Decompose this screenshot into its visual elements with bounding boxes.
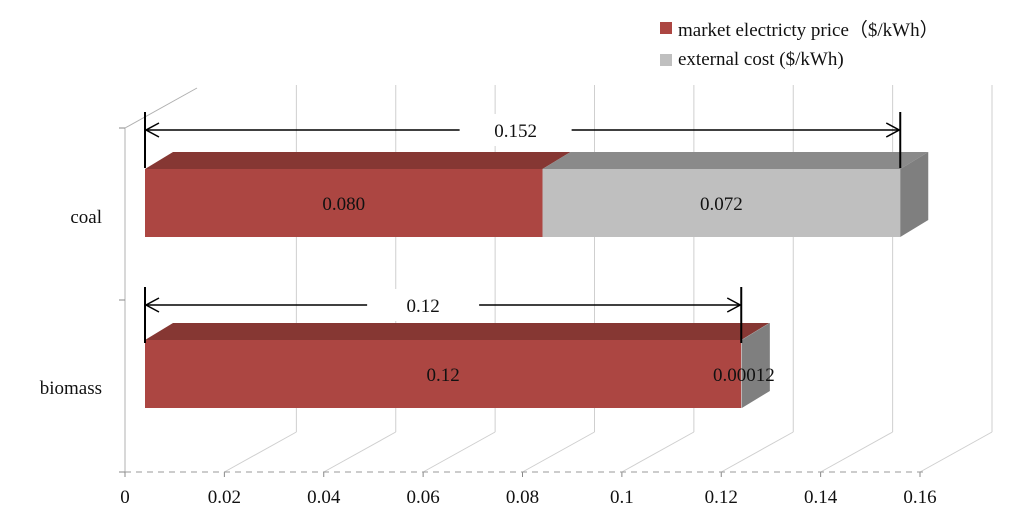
legend: market electricty price（$/kWh） external … <box>660 12 939 76</box>
total-label: 0.152 <box>494 121 537 142</box>
left-wall <box>124 87 198 472</box>
bar-top-face <box>145 323 770 340</box>
data-label: 0.080 <box>322 194 365 215</box>
legend-item-market-price: market electricty price（$/kWh） <box>660 12 939 44</box>
floor-gridline <box>721 431 794 473</box>
bars <box>145 152 929 408</box>
x-tick-label: 0.1 <box>610 487 634 508</box>
bar-top-face <box>741 323 770 340</box>
floor-gridline <box>919 431 993 473</box>
arrowhead-left <box>144 122 160 138</box>
floor-gridline <box>522 431 595 473</box>
arrowhead-left <box>144 297 160 313</box>
floor-gridline <box>323 431 396 473</box>
x-tick-label: 0.06 <box>407 487 440 508</box>
legend-label-market-price: market electricty price（$/kWh） <box>678 19 939 41</box>
x-tick-label: 0.12 <box>705 487 738 508</box>
x-tick-label: 0 <box>120 487 130 508</box>
floor-gridline <box>820 431 893 473</box>
data-labels: 0.080 0.072 0.12 0.00012 <box>322 194 774 386</box>
bar-segment <box>741 340 742 408</box>
floor-gridline <box>224 431 297 473</box>
data-label: 0.12 <box>427 365 460 386</box>
category-label: biomass <box>40 378 102 399</box>
bar-side-face <box>900 152 929 237</box>
category-label: coal <box>70 207 102 228</box>
bar-top-face <box>145 152 571 169</box>
bar-segment <box>145 340 742 408</box>
total-label: 0.12 <box>407 296 440 317</box>
x-tick-label: 0.16 <box>903 487 936 508</box>
floor-gridline <box>422 431 496 473</box>
legend-swatch-market-price <box>660 22 672 34</box>
x-tick-label: 0.02 <box>208 487 241 508</box>
data-label: 0.00012 <box>713 365 775 386</box>
bar-top-face <box>542 152 929 169</box>
bar-segment <box>542 169 901 237</box>
bar-side-face <box>741 323 770 408</box>
x-tick-label: 0.08 <box>506 487 539 508</box>
legend-item-external-cost: external cost ($/kWh) <box>660 44 939 76</box>
legend-swatch-external-cost <box>660 54 672 66</box>
total-label-bg <box>459 114 572 146</box>
total-annotations: 0.152 0.12 <box>144 112 902 343</box>
data-label: 0.072 <box>700 194 743 215</box>
legend-label-external-cost: external cost ($/kWh) <box>678 49 844 70</box>
x-tick-labels: 0 0.02 0.04 0.06 0.08 0.1 0.12 0.14 0.16 <box>120 487 936 508</box>
x-tick-label: 0.14 <box>804 487 838 508</box>
arrowhead-right <box>885 122 901 138</box>
arrowhead-right <box>726 297 742 313</box>
bar-segment <box>145 169 543 237</box>
x-tick-label: 0.04 <box>307 487 341 508</box>
floor-gridline <box>621 431 695 473</box>
category-labels: coal biomass <box>40 207 102 399</box>
total-label-bg <box>367 289 480 321</box>
